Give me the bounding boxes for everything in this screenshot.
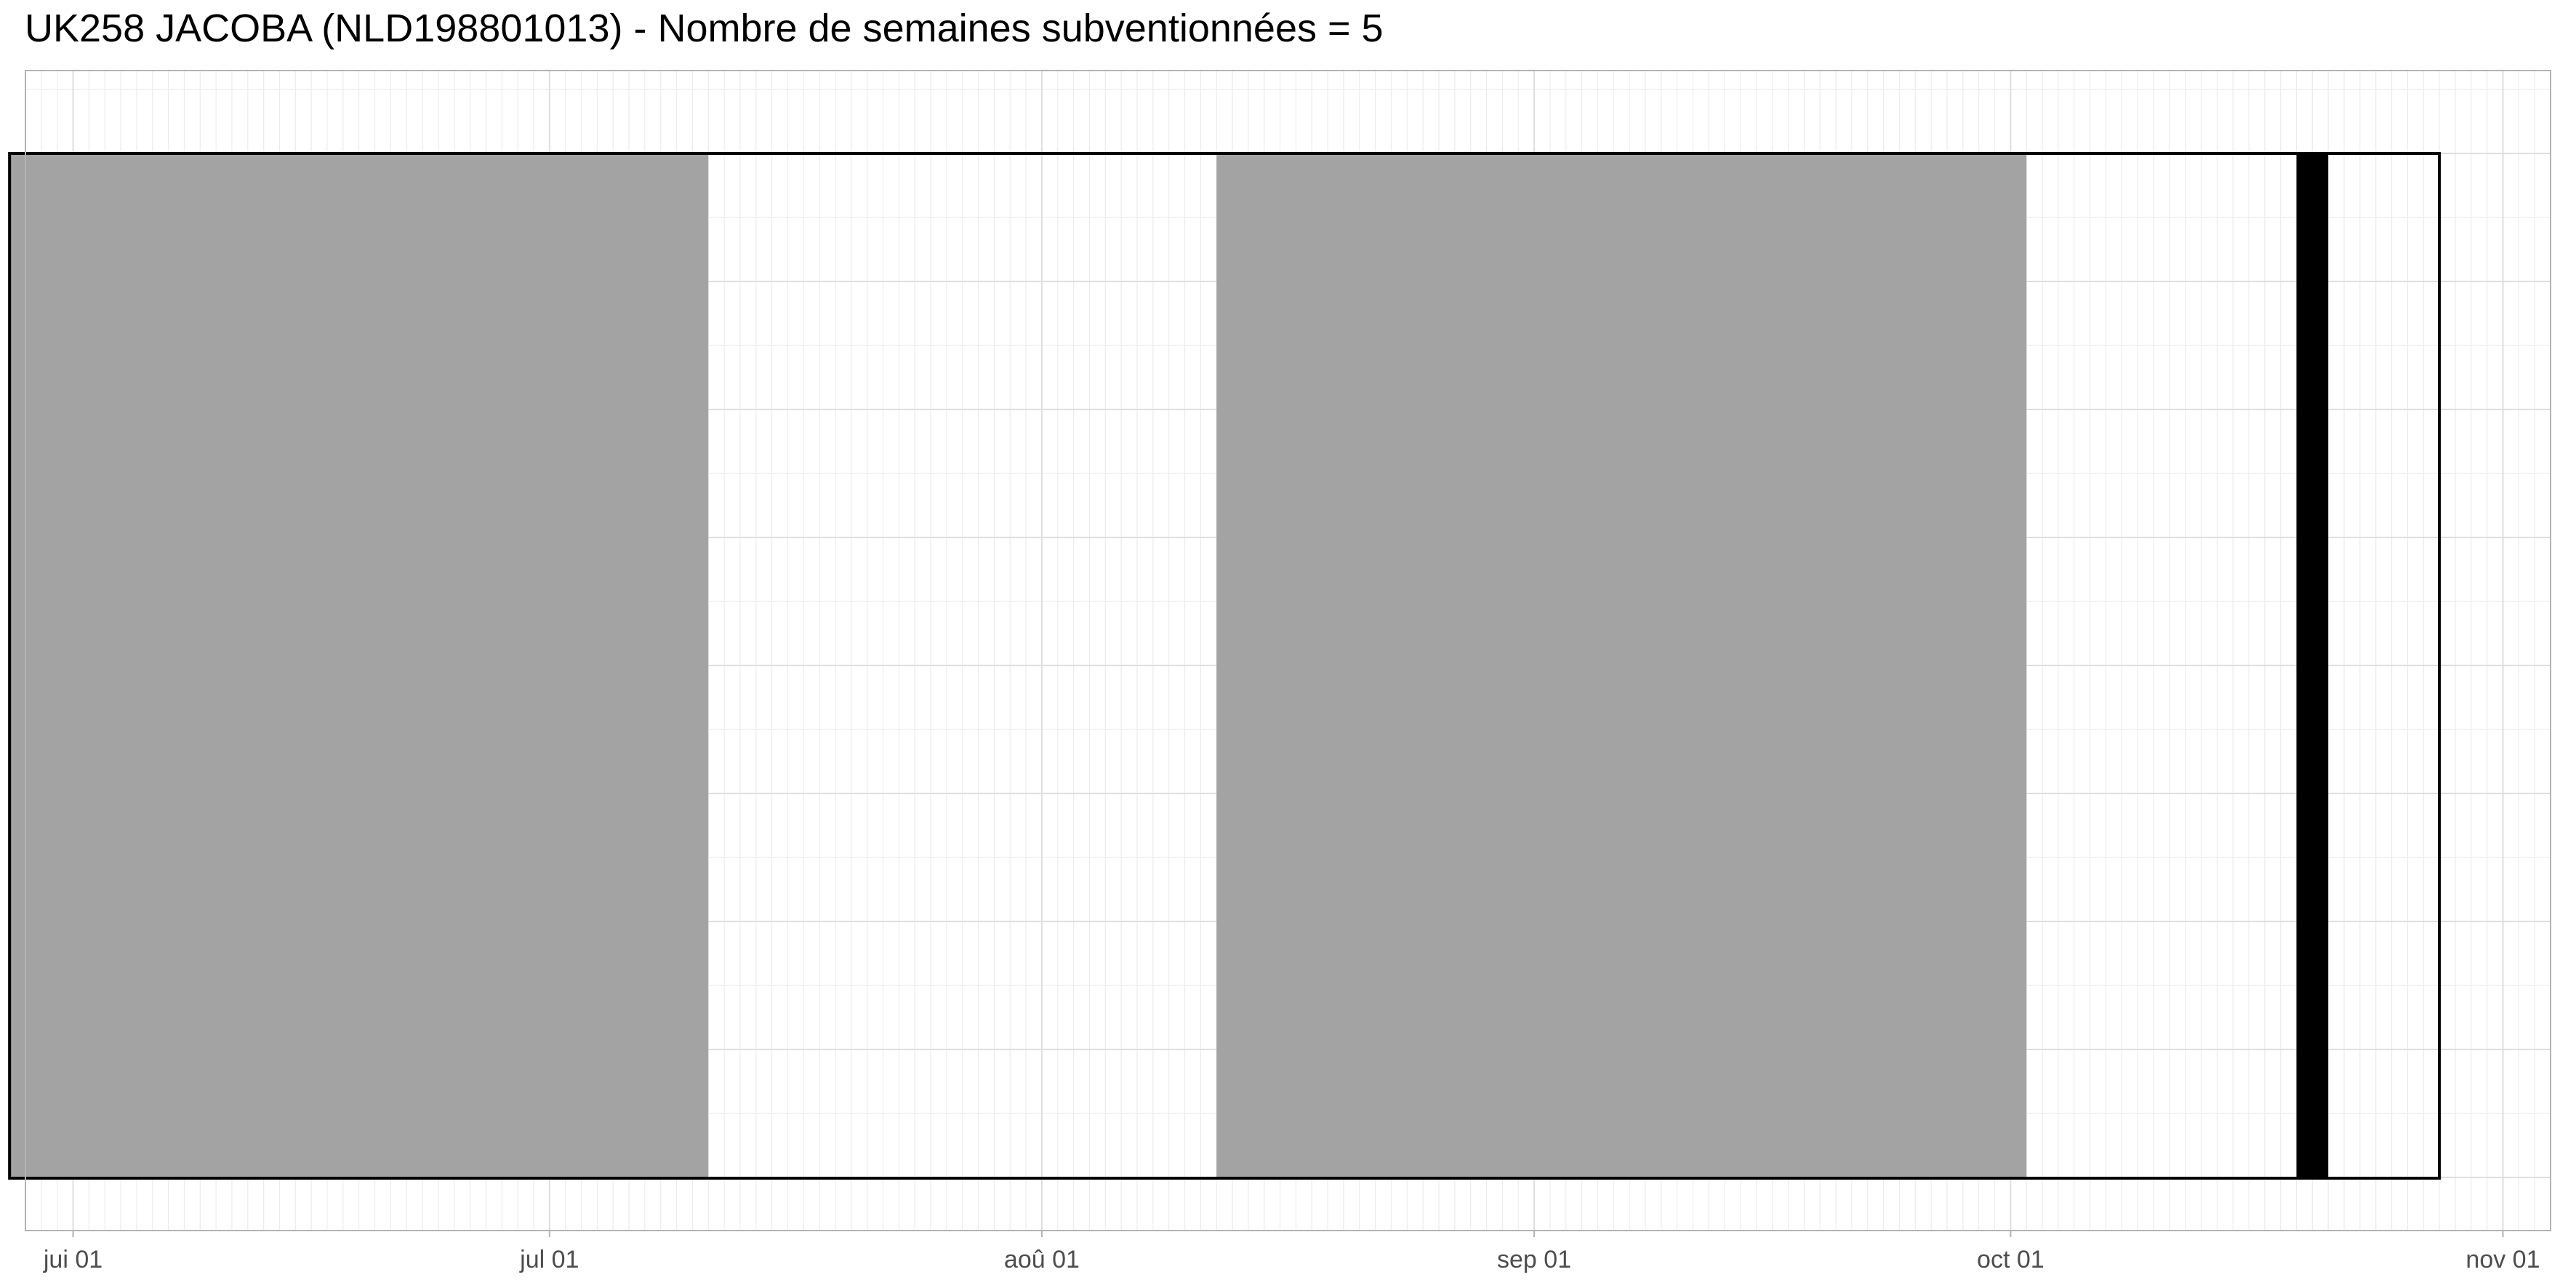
x-tick-label: jui 01 (43, 1246, 103, 1273)
segment-gray-2 (1216, 153, 2027, 1178)
panel-border (25, 70, 2551, 1231)
chart-title: UK258 JACOBA (NLD198801013) - Nombre de … (25, 7, 1384, 50)
x-tick-label: oct 01 (1977, 1246, 2045, 1273)
x-tick-label: jul 01 (519, 1246, 579, 1273)
x-axis-ticks: jui 01 jul 01 aoû 01 sep 01 oct 01 nov 01 (43, 1231, 2540, 1273)
x-tick-label: sep 01 (1497, 1246, 1571, 1273)
segment-gray-1 (9, 153, 709, 1178)
period-outline (8, 152, 2441, 1180)
segment-black-3 (2296, 153, 2329, 1178)
x-tick-label: nov 01 (2465, 1246, 2540, 1273)
x-tick-label: aoû 01 (1004, 1246, 1080, 1273)
timeline-segments (9, 153, 2329, 1178)
